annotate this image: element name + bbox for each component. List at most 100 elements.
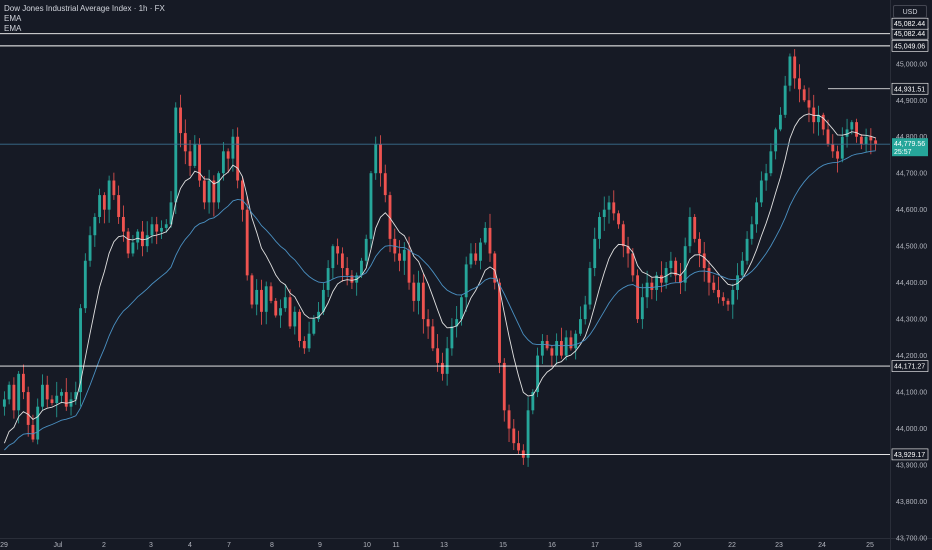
candle-body — [783, 85, 787, 115]
candle-body — [550, 348, 554, 356]
candle-body — [745, 238, 749, 261]
candle-body — [564, 337, 568, 356]
candle-body — [774, 129, 778, 152]
price-tags: 45,082.44 45,049.06 44,171.27 43,929.17 45,0… — [891, 17, 929, 461]
candle-body — [312, 319, 316, 334]
price-axis[interactable]: 45,000.00 44,900.00 44,800.00 44,700.00 44,6… — [896, 61, 927, 542]
candle-body — [840, 136, 844, 159]
time-tick-label: 25 — [866, 542, 874, 549]
candle-body — [440, 362, 444, 374]
candle-body — [64, 392, 68, 407]
candle-body — [464, 264, 468, 298]
candle-body — [364, 238, 368, 261]
candle-body — [60, 392, 63, 396]
candle-body — [79, 308, 82, 393]
price-tick-label: 44,200.00 — [896, 353, 927, 360]
candle-body — [340, 253, 344, 269]
candle-body — [202, 180, 206, 203]
time-tick-label: 7 — [227, 542, 231, 549]
candle-body — [607, 202, 611, 210]
candle-body — [845, 129, 849, 137]
candle-body — [50, 399, 54, 404]
candle-body — [240, 180, 244, 210]
candle-body — [198, 144, 202, 181]
level-price-tag-bg — [891, 448, 929, 461]
level-price-tag: 45,049.06 — [894, 43, 925, 50]
price-tick-label: 43,800.00 — [896, 499, 927, 506]
candle-body — [645, 282, 649, 298]
time-tick-label: 4 — [188, 542, 192, 549]
candle-body — [407, 249, 411, 283]
candle-body — [255, 289, 259, 305]
candle-body — [559, 341, 563, 356]
time-tick-label: 11 — [392, 542, 399, 549]
candle-body — [426, 319, 430, 327]
candle-body — [283, 297, 287, 309]
candle-body — [593, 238, 597, 269]
candle-body — [183, 133, 187, 152]
ema-indicator-label-2[interactable]: EMA — [4, 24, 22, 33]
price-tick-label: 44,400.00 — [896, 280, 927, 287]
price-tick-label: 44,100.00 — [896, 390, 927, 397]
candle-body — [574, 333, 578, 349]
candle-body — [155, 224, 159, 232]
candle-body — [688, 216, 692, 247]
candle-body — [398, 253, 401, 261]
candle-body — [188, 151, 192, 166]
candle-body — [383, 173, 387, 196]
candle-body — [540, 341, 544, 356]
candle-body — [126, 231, 130, 254]
time-tick-label: Jul — [54, 542, 63, 549]
ema-slow-line[interactable] — [4, 150, 876, 451]
price-tick-label: 44,900.00 — [896, 98, 927, 105]
candle-body — [212, 180, 216, 203]
candle-body — [102, 195, 106, 210]
current-price-tag: 44,779.56 — [894, 141, 925, 148]
time-tick-label: 10 — [363, 542, 371, 549]
candle-body — [864, 136, 868, 145]
candle-body — [636, 275, 640, 320]
candle-body — [855, 122, 859, 137]
currency-button[interactable]: USD — [893, 5, 927, 18]
candle-body — [502, 362, 506, 411]
top-price-tag: 45,082.44 — [894, 21, 925, 28]
high-price-tag: 44,931.51 — [894, 86, 925, 93]
candle-body — [717, 289, 720, 298]
candle-body — [264, 286, 268, 312]
symbol-title[interactable]: Dow Jones Industrial Average Index · 1h … — [4, 4, 165, 13]
price-tick-label: 44,500.00 — [896, 244, 927, 251]
horizontal-levels[interactable] — [0, 33, 890, 455]
candle-body — [507, 410, 511, 429]
price-tick-label: 44,300.00 — [896, 317, 927, 324]
candle-body — [555, 341, 559, 356]
candle-body — [850, 122, 854, 130]
candle-body — [145, 235, 149, 247]
candle-body — [55, 395, 59, 404]
ema-indicator-label-1[interactable]: EMA — [4, 14, 22, 23]
ema-fast-line[interactable] — [3, 113, 876, 444]
candle-body — [788, 56, 792, 86]
top-price-tag-bg — [891, 17, 929, 30]
candle-body — [402, 249, 406, 261]
candle-body — [459, 297, 463, 320]
candle-body — [236, 136, 240, 181]
candle-body — [474, 253, 478, 261]
candle-body — [778, 114, 782, 130]
candle-body — [712, 282, 716, 290]
candle-body — [164, 224, 168, 228]
candlesticks — [2, 49, 878, 467]
candle-body — [869, 136, 873, 141]
time-axis[interactable]: 29 Jul 2 3 4 7 8 9 10 11 13 15 16 17 18 20 22 23 24 25 — [0, 542, 874, 549]
time-tick-label: 3 — [149, 542, 153, 549]
candle-body — [302, 341, 306, 349]
candle-body — [807, 100, 811, 108]
candle-body — [160, 227, 163, 232]
candle-body — [512, 428, 516, 444]
time-tick-label: 13 — [440, 542, 448, 549]
candle-body — [798, 78, 801, 90]
candle-body — [493, 253, 497, 283]
price-tick-label: 44,000.00 — [896, 426, 927, 433]
candle-body — [640, 297, 644, 320]
